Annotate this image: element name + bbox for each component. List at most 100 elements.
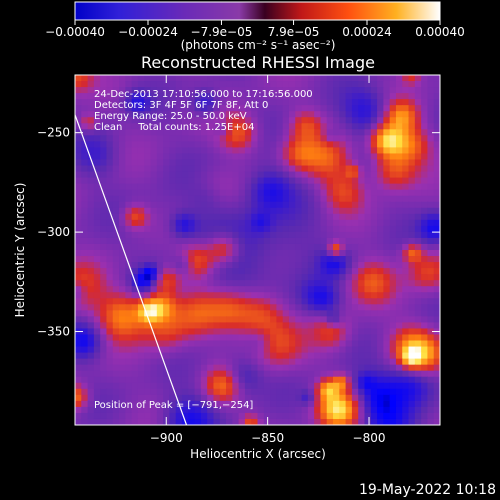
heatmap-cell: [402, 412, 410, 420]
heatmap-cell: [395, 322, 403, 330]
heatmap-cell: [263, 171, 271, 179]
heatmap-cell: [282, 159, 290, 167]
heatmap-cell: [244, 406, 252, 414]
heatmap-cell: [119, 87, 126, 94]
heatmap-cell: [383, 358, 391, 366]
heatmap-cell: [414, 87, 422, 94]
heatmap-cell: [326, 370, 334, 378]
heatmap-cell: [169, 87, 177, 94]
heatmap-cell: [137, 316, 145, 324]
heatmap-cell: [87, 201, 95, 209]
heatmap-cell: [326, 231, 334, 239]
heatmap-cell: [232, 358, 240, 366]
heatmap-cell: [358, 358, 366, 366]
heatmap-cell: [163, 213, 170, 221]
heatmap-cell: [194, 394, 202, 402]
heatmap-cell: [288, 147, 296, 155]
heatmap-cell: [207, 75, 215, 82]
heatmap-cell: [282, 117, 290, 124]
heatmap-cell: [383, 99, 391, 106]
heatmap-cell: [408, 111, 416, 118]
heatmap-cell: [351, 394, 359, 402]
heatmap-cell: [75, 346, 82, 354]
heatmap-cell: [119, 292, 126, 299]
heatmap-cell: [301, 189, 309, 197]
heatmap-cell: [345, 111, 353, 118]
heatmap-cell: [333, 394, 340, 402]
heatmap-cell: [207, 310, 215, 317]
heatmap-cell: [213, 117, 221, 124]
heatmap-cell: [402, 292, 410, 299]
heatmap-cell: [339, 322, 347, 330]
heatmap-cell: [175, 129, 183, 136]
heatmap-cell: [339, 219, 347, 227]
heatmap-cell: [339, 292, 347, 299]
heatmap-cell: [282, 292, 290, 299]
heatmap-cell: [213, 322, 221, 330]
heatmap-cell: [87, 111, 95, 118]
heatmap-cell: [213, 207, 221, 215]
heatmap-cell: [270, 310, 277, 317]
heatmap-cell: [175, 376, 183, 384]
heatmap-cell: [288, 129, 296, 136]
heatmap-cell: [207, 123, 215, 130]
heatmap-cell: [125, 334, 133, 342]
heatmap-cell: [100, 141, 108, 149]
heatmap-cell: [257, 153, 265, 161]
heatmap-cell: [106, 304, 114, 311]
heatmap-cell: [75, 87, 82, 94]
heatmap-cell: [358, 346, 366, 354]
heatmap-cell: [175, 394, 183, 402]
heatmap-cell: [288, 75, 296, 82]
heatmap-cell: [125, 171, 133, 179]
heatmap-cell: [238, 207, 246, 215]
heatmap-cell: [244, 237, 252, 245]
heatmap-cell: [395, 298, 403, 305]
heatmap-cell: [219, 340, 227, 348]
heatmap-cell: [276, 225, 284, 233]
heatmap-cell: [137, 237, 145, 245]
heatmap-cell: [282, 111, 290, 118]
heatmap-cell: [320, 207, 328, 215]
heatmap-cell: [81, 117, 89, 124]
heatmap-cell: [131, 183, 139, 191]
heatmap-cell: [244, 298, 252, 305]
heatmap-cell: [351, 177, 359, 185]
heatmap-cell: [194, 135, 202, 142]
heatmap-cell: [408, 117, 416, 124]
heatmap-cell: [333, 358, 340, 366]
heatmap-cell: [288, 123, 296, 130]
heatmap-cell: [276, 177, 284, 185]
heatmap-cell: [276, 237, 284, 245]
heatmap-cell: [427, 340, 435, 348]
heatmap-cell: [345, 105, 353, 112]
heatmap-cell: [364, 322, 372, 330]
heatmap-cell: [408, 189, 416, 197]
heatmap-cell: [81, 93, 89, 100]
heatmap-cell: [288, 250, 296, 257]
heatmap-cell: [137, 256, 145, 263]
heatmap-cell: [408, 316, 416, 324]
heatmap-cell: [163, 292, 170, 299]
heatmap-cell: [75, 274, 82, 281]
heatmap-cell: [137, 388, 145, 396]
heatmap-cell: [163, 237, 170, 245]
heatmap-cell: [301, 310, 309, 317]
heatmap-cell: [144, 129, 152, 136]
heatmap-cell: [144, 171, 152, 179]
heatmap-cell: [414, 135, 422, 142]
heatmap-cell: [314, 364, 322, 372]
heatmap-cell: [395, 256, 403, 263]
heatmap-cell: [389, 171, 397, 179]
heatmap-cell: [288, 195, 296, 203]
heatmap-cell: [408, 358, 416, 366]
heatmap-cell: [351, 213, 359, 221]
heatmap-cell: [270, 117, 277, 124]
heatmap-cell: [307, 243, 315, 251]
heatmap-cell: [156, 412, 164, 420]
heatmap-cell: [125, 123, 133, 130]
heatmap-cell: [213, 195, 221, 203]
heatmap-cell: [131, 298, 139, 305]
heatmap-cell: [226, 310, 233, 317]
heatmap-cell: [345, 358, 353, 366]
